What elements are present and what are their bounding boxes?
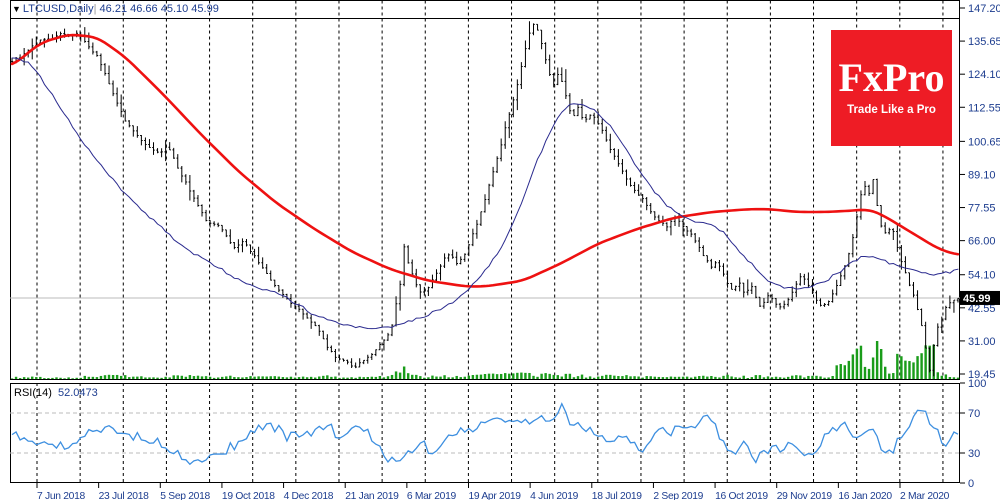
svg-text:124.10: 124.10 <box>968 69 1000 81</box>
svg-text:66.00: 66.00 <box>968 236 996 248</box>
svg-text:100.65: 100.65 <box>968 136 1000 148</box>
svg-text:70: 70 <box>968 408 980 420</box>
svg-text:30: 30 <box>968 448 980 460</box>
svg-text:2 Mar 2020: 2 Mar 2020 <box>900 491 950 500</box>
svg-text:77.55: 77.55 <box>968 203 996 215</box>
svg-text:4 Jun 2019: 4 Jun 2019 <box>530 491 579 500</box>
svg-text:112.55: 112.55 <box>968 102 1000 114</box>
svg-text:7 Jun 2018: 7 Jun 2018 <box>37 491 86 500</box>
svg-text:4 Dec 2018: 4 Dec 2018 <box>284 491 334 500</box>
svg-text:31.00: 31.00 <box>968 336 996 348</box>
svg-text:5 Sep 2018: 5 Sep 2018 <box>160 491 210 500</box>
svg-text:6 Mar 2019: 6 Mar 2019 <box>407 491 457 500</box>
svg-text:54.10: 54.10 <box>968 270 996 282</box>
svg-text:23 Jul 2018: 23 Jul 2018 <box>99 491 150 500</box>
svg-text:0: 0 <box>968 478 974 490</box>
svg-text:16 Oct 2019: 16 Oct 2019 <box>715 491 768 500</box>
svg-text:52.0473: 52.0473 <box>58 387 98 399</box>
svg-text:19 Oct 2018: 19 Oct 2018 <box>222 491 275 500</box>
svg-text:29 Nov 2019: 29 Nov 2019 <box>777 491 833 500</box>
svg-text:135.65: 135.65 <box>968 36 1000 48</box>
svg-text:2 Sep 2019: 2 Sep 2019 <box>653 491 703 500</box>
svg-text:RSI(14): RSI(14) <box>14 387 52 399</box>
svg-text:100: 100 <box>968 378 986 390</box>
svg-text:147.20: 147.20 <box>968 3 1000 15</box>
svg-text:18 Jul 2019: 18 Jul 2019 <box>592 491 643 500</box>
svg-text:89.10: 89.10 <box>968 169 996 181</box>
svg-text:16 Jan 2020: 16 Jan 2020 <box>838 491 892 500</box>
svg-text:19 Apr 2019: 19 Apr 2019 <box>469 491 522 500</box>
svg-text:21 Jan 2019: 21 Jan 2019 <box>345 491 399 500</box>
svg-text:45.99: 45.99 <box>963 293 991 305</box>
